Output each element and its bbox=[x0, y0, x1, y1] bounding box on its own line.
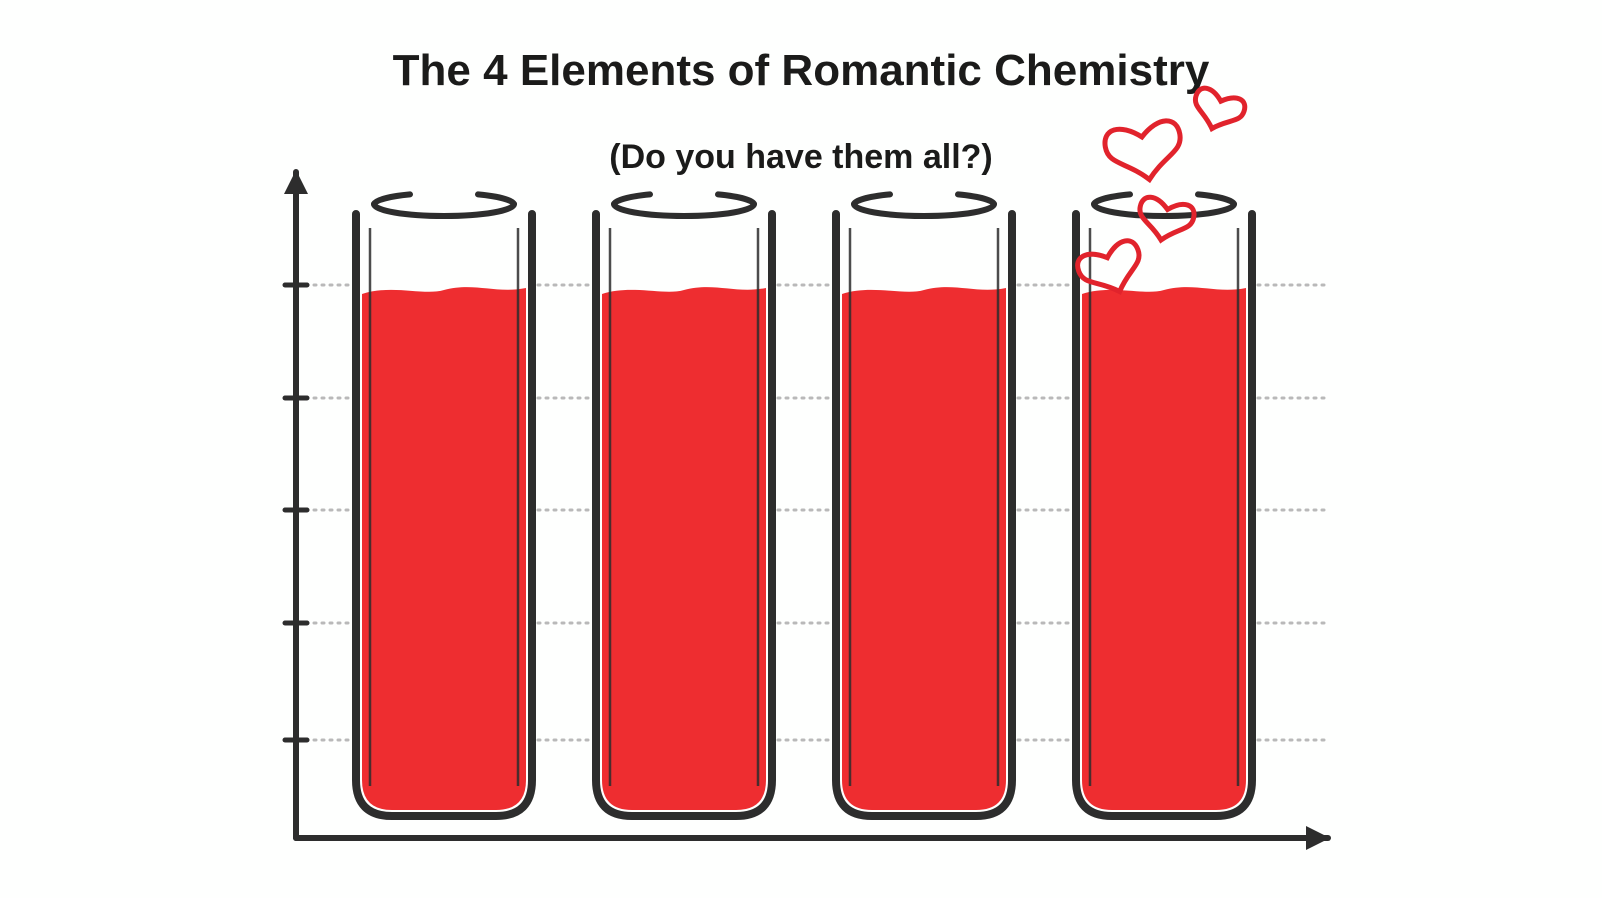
liquid bbox=[1082, 287, 1246, 816]
liquid bbox=[362, 287, 526, 816]
test-tube-2 bbox=[596, 194, 772, 816]
liquid bbox=[842, 287, 1006, 816]
chemistry-chart bbox=[0, 0, 1602, 898]
liquid bbox=[602, 287, 766, 816]
test-tube-4 bbox=[1063, 86, 1252, 816]
floating-heart-icon bbox=[1103, 119, 1187, 186]
tubes bbox=[356, 86, 1252, 816]
floating-heart-icon bbox=[1188, 86, 1247, 136]
test-tube-3 bbox=[822, 194, 1012, 816]
test-tube-1 bbox=[356, 194, 532, 816]
